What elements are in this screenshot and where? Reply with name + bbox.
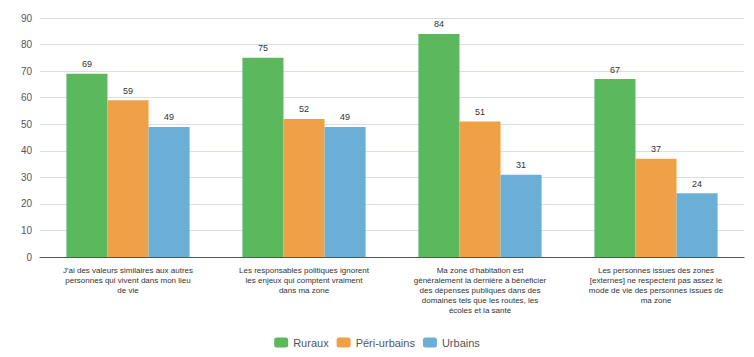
svg-text:écoles et la santé: écoles et la santé: [449, 306, 512, 315]
svg-text:0: 0: [26, 252, 32, 263]
svg-text:51: 51: [475, 107, 485, 117]
svg-text:Les responsables politiques ig: Les responsables politiques ignorent: [239, 266, 370, 275]
svg-text:50: 50: [21, 119, 33, 130]
svg-text:75: 75: [258, 43, 268, 53]
svg-text:49: 49: [340, 112, 350, 122]
svg-text:généralement la dernière à bén: généralement la dernière à bénéficier: [414, 276, 547, 285]
svg-text:69: 69: [82, 59, 92, 69]
svg-text:Les personnes issues des zones: Les personnes issues des zones: [598, 266, 714, 275]
svg-text:les enjeux qui comptent vraime: les enjeux qui comptent vraiment: [246, 276, 364, 285]
svg-text:[externes] ne respectent pas a: [externes] ne respectent pas assez le: [590, 276, 723, 285]
svg-text:Urbains: Urbains: [442, 337, 480, 349]
svg-text:dans ma zone: dans ma zone: [279, 286, 330, 295]
svg-text:90: 90: [21, 13, 33, 24]
svg-text:10: 10: [21, 225, 33, 236]
svg-text:domaines tels que les routes,: domaines tels que les routes, les: [422, 296, 539, 305]
svg-text:24: 24: [692, 179, 702, 189]
svg-text:84: 84: [434, 19, 444, 29]
svg-text:40: 40: [21, 145, 33, 156]
svg-text:52: 52: [299, 104, 309, 114]
svg-text:J'ai des valeurs similaires au: J'ai des valeurs similaires aux autres: [63, 266, 193, 275]
svg-text:mode de vie des personnes issu: mode de vie des personnes issues de: [589, 286, 724, 295]
svg-text:70: 70: [21, 66, 33, 77]
svg-text:personnes qui vivent dans mon: personnes qui vivent dans mon lieu: [65, 276, 190, 285]
svg-text:60: 60: [21, 92, 33, 103]
svg-text:Ruraux: Ruraux: [293, 337, 329, 349]
svg-text:31: 31: [516, 160, 526, 170]
svg-text:80: 80: [21, 39, 33, 50]
svg-text:59: 59: [123, 86, 133, 96]
svg-text:ma zone: ma zone: [641, 296, 672, 305]
svg-text:Péri-urbains: Péri-urbains: [356, 337, 416, 349]
svg-text:Ma zone d’habitation est: Ma zone d’habitation est: [437, 266, 525, 275]
svg-text:37: 37: [651, 144, 661, 154]
svg-text:49: 49: [164, 112, 174, 122]
svg-text:30: 30: [21, 172, 33, 183]
svg-text:de vie: de vie: [117, 286, 139, 295]
svg-text:des dépenses publiques dans de: des dépenses publiques dans des: [420, 286, 541, 295]
svg-text:67: 67: [610, 65, 620, 75]
svg-text:20: 20: [21, 198, 33, 209]
